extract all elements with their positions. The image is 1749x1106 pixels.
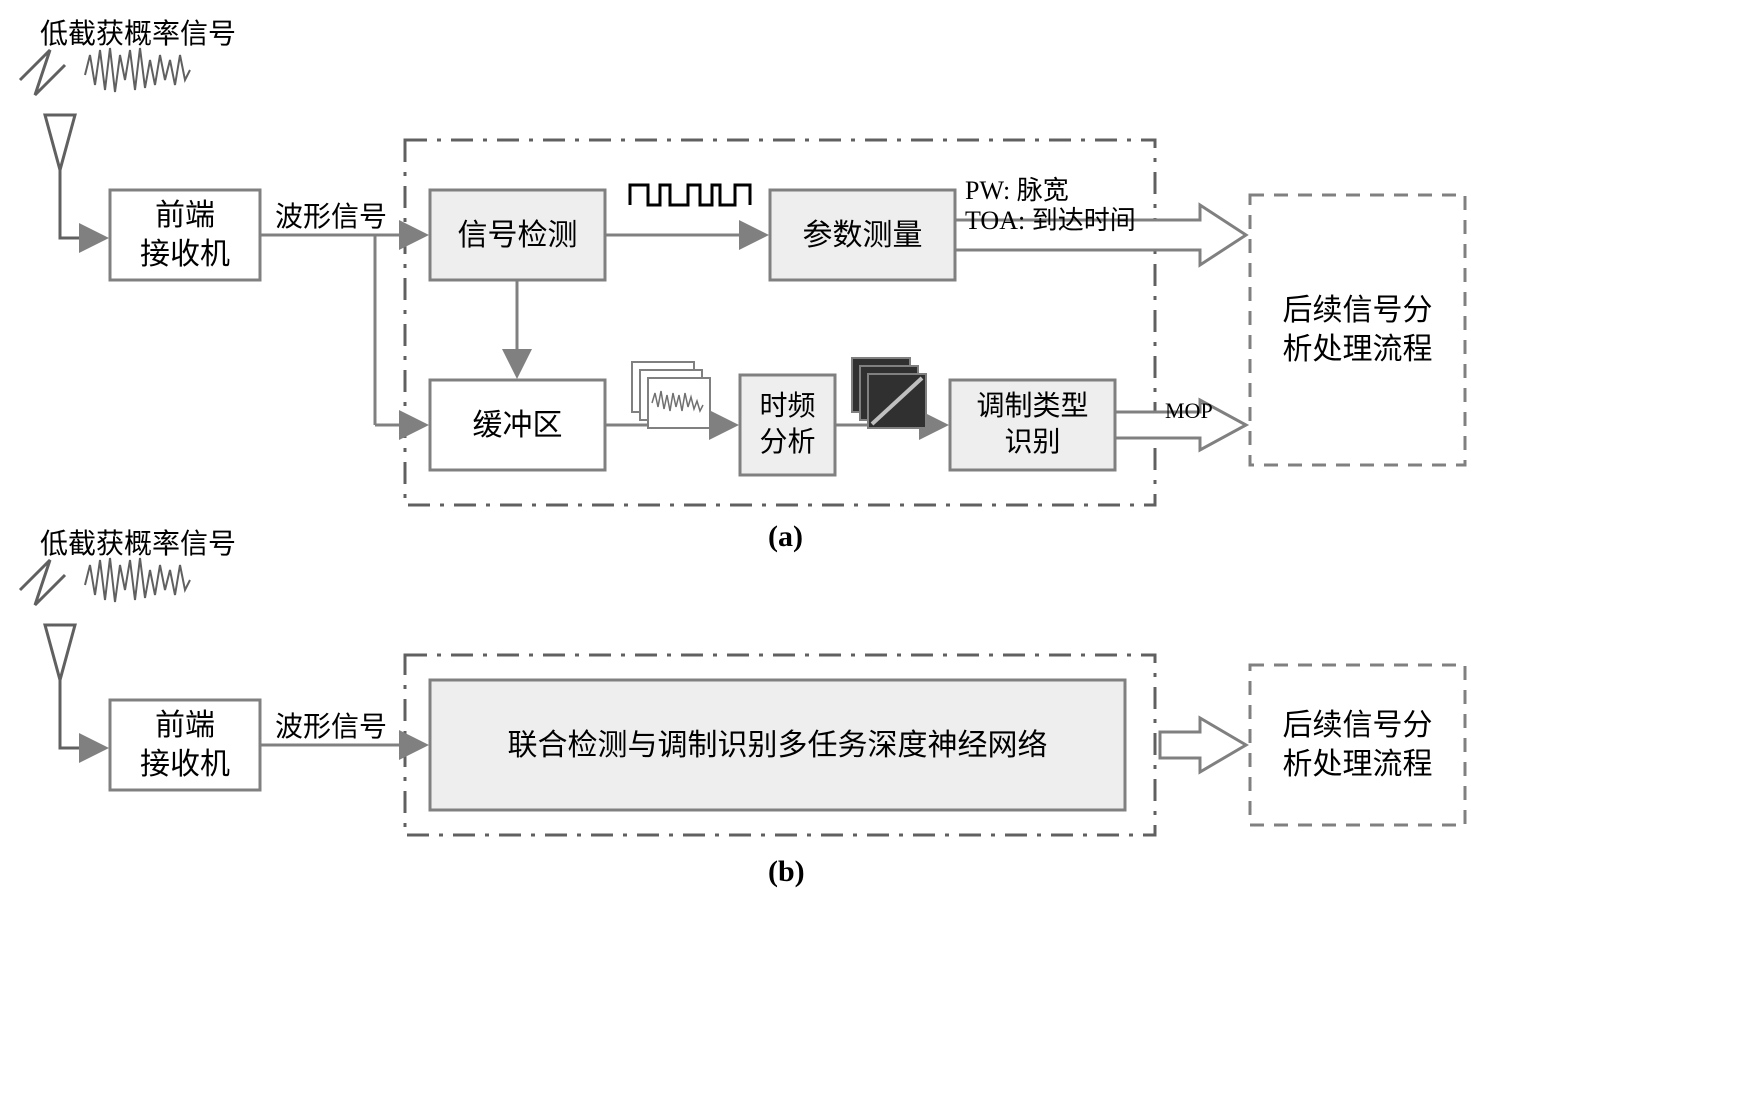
receiver-a-text: 前端 接收机 [110,190,260,280]
caption-a: (a) [768,520,803,554]
buffer-text: 缓冲区 [430,380,605,470]
spectrogram-stack-icon [852,358,926,428]
modrec-text: 调制类型 识别 [950,380,1115,470]
diagram-canvas [0,0,1749,1106]
noise-waveform-a-icon [85,48,190,92]
pulse-train-icon [630,185,750,205]
output-b-text: 后续信号分 析处理流程 [1250,665,1465,825]
noise-waveform-b-icon [85,558,190,602]
param-text: 参数测量 [770,190,955,280]
waveform-label-a: 波形信号 [275,195,387,235]
output-a-text: 后续信号分 析处理流程 [1250,195,1465,465]
receiver-b-text: 前端 接收机 [110,700,260,790]
block-arrow-joint-to-output [1160,718,1246,772]
signal-label-a: 低截获概率信号 [40,12,236,52]
tf-text: 时频 分析 [740,375,835,475]
toa-annotation: TOA: 到达时间 [965,200,1136,237]
signal-label-b: 低截获概率信号 [40,522,236,562]
caption-b: (b) [768,855,805,889]
waveform-stack-icon [632,362,710,428]
mop-annotation: MOP [1165,398,1213,424]
detect-text: 信号检测 [430,190,605,280]
waveform-label-b: 波形信号 [275,705,387,745]
joint-text: 联合检测与调制识别多任务深度神经网络 [430,680,1125,810]
